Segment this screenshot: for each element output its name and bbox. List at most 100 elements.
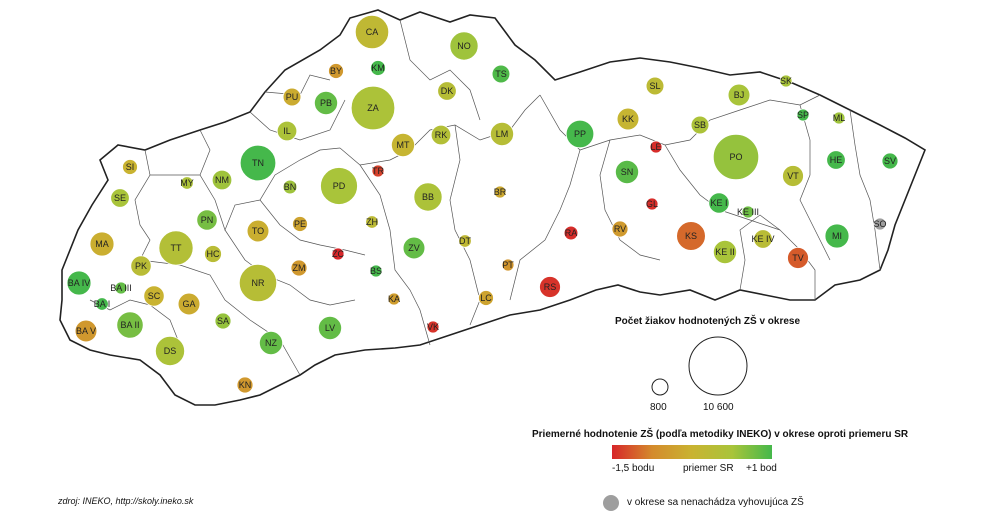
district-bubble-ra [563,225,579,241]
district-label-no: NO [457,41,471,51]
district-label-sp: SP [797,110,809,120]
district-label-bb: BB [422,192,434,202]
district-bubble-sn [615,159,640,184]
district-bubble-ts [491,64,511,84]
district-label-sa: SA [217,316,229,326]
district-label-ds: DS [164,346,177,356]
district-bubble-no [449,31,479,61]
district-label-rs: RS [544,282,557,292]
district-bubble-pn [196,209,218,231]
missing-legend-circle [603,495,619,511]
district-label-kn: KN [239,380,252,390]
district-label-ca: CA [366,27,379,37]
district-label-za: ZA [367,103,379,113]
district-label-km: KM [371,63,385,73]
district-bubble-sa [214,312,232,330]
district-bubble-bs [369,264,383,278]
district-label-vk: VK [427,322,439,332]
district-label-pb: PB [320,98,332,108]
district-label-mi: MI [832,231,842,241]
district-bubble-se [110,188,130,208]
district-bubble-tr [371,164,385,178]
district-label-zc: ZC [332,249,344,259]
district-label-bs: BS [370,266,382,276]
district-bubble-lv [317,315,342,340]
district-label-lv: LV [325,323,335,333]
district-label-bn: BN [284,182,297,192]
district-bubble-lc [478,290,494,306]
district-bubble-ca [354,14,390,50]
district-bubble-ks [676,221,706,251]
color-legend-title: Priemerné hodnotenie ZŠ (podľa metodiky … [532,429,909,440]
district-bubble-vk [426,320,440,334]
district-bubble-bb [413,182,443,212]
district-bubble-hc [204,245,222,263]
district-label-ke-iv: KE IV [751,234,774,244]
district-label-ba-iii: BA III [110,283,132,293]
district-bubble-nm [211,169,233,191]
district-bubble-so [873,217,887,231]
district-label-to: TO [252,226,264,236]
source-note: zdroj: INEKO, http://skoly.ineko.sk [58,496,194,506]
district-bubble-ba-v [74,319,98,343]
district-bubble-kk [616,107,640,131]
district-bubble-mt [390,132,415,157]
size-legend-large-label: 10 600 [703,402,734,413]
district-bubble-ba-ii [116,311,144,339]
color-legend-mid-label: priemer SR [683,463,734,474]
district-bubble-ke-iii [741,205,755,219]
district-bubble-zv [402,236,426,260]
district-bubble-nr [238,263,278,303]
district-label-dk: DK [441,86,454,96]
district-label-ke-ii: KE II [715,247,735,257]
district-label-lc: LC [480,293,492,303]
country-outline [59,9,926,406]
district-label-nm: NM [215,175,229,185]
district-bubble-gl [645,197,659,211]
district-label-sl: SL [649,81,660,91]
district-bubble-dt [458,234,472,248]
district-bubble-sk [779,74,793,88]
district-bubble-tn [239,144,277,182]
district-bubble-bj [727,83,751,107]
color-legend-high-label: +1 bod [746,463,777,474]
district-label-zh: ZH [366,217,378,227]
district-bubbles: CA NO BY KM TS PU PB ZA DK IL RK LM MT SI TN TR MY NM BN PD… [66,14,899,394]
district-bubble-tv [787,247,809,269]
district-label-ke-iii: KE III [737,207,759,217]
district-bubble-lm [489,122,514,147]
district-label-pd: PD [333,181,346,191]
district-label-sv: SV [884,156,896,166]
district-label-ks: KS [685,231,697,241]
district-bubble-tt [158,230,194,266]
size-legend-large-circle [688,336,748,396]
district-label-si: SI [126,162,135,172]
district-label-pk: PK [135,261,147,271]
district-label-tv: TV [792,253,804,263]
district-label-nr: NR [252,278,265,288]
district-label-pp: PP [574,129,586,139]
district-bubble-sb [690,115,710,135]
district-label-so: SO [873,219,886,229]
district-bubble-my [180,176,194,190]
size-legend-small-circle [651,378,669,396]
district-label-ke-i: KE I [710,198,727,208]
district-bubble-rs [539,276,561,298]
district-label-po: PO [729,152,742,162]
district-bubble-ba-i [95,297,109,311]
district-label-vt: VT [787,171,799,181]
district-bubble-pk [130,255,152,277]
district-label-pn: PN [201,215,214,225]
district-bubble-sp [796,108,810,122]
district-label-ga: GA [182,299,195,309]
district-label-nz: NZ [265,338,277,348]
district-bubble-ke-i [708,192,730,214]
district-label-sb: SB [694,120,706,130]
district-label-bj: BJ [734,90,745,100]
district-bubble-po [712,133,760,181]
district-bubble-by [328,63,344,79]
district-bubble-si [122,159,138,175]
district-label-tn: TN [252,158,264,168]
district-label-pu: PU [286,92,299,102]
district-bubble-zh [365,215,379,229]
